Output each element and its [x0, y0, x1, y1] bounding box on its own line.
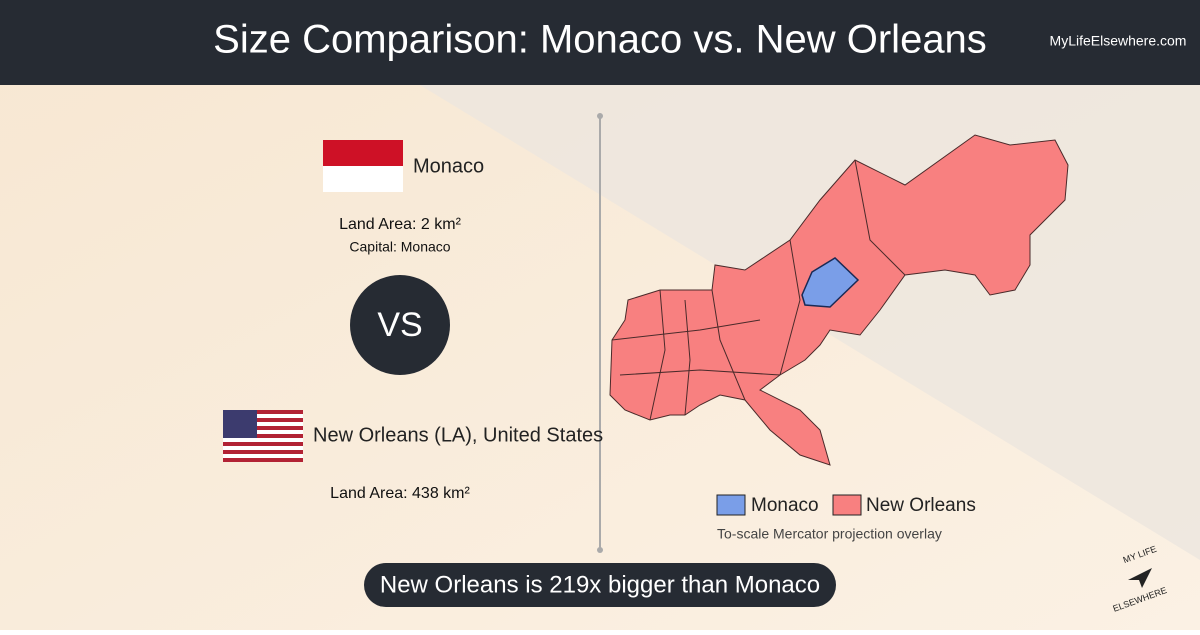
map-note: To-scale Mercator projection overlay	[717, 526, 942, 542]
land-area: Land Area: 438 km²	[330, 485, 470, 502]
us-flag	[223, 410, 303, 462]
statement: New Orleans is 219x bigger than Monaco	[380, 571, 820, 598]
statement-pill	[364, 563, 836, 607]
vs-text: VS	[377, 306, 422, 344]
title: Size Comparison: Monaco vs. New Orleans	[213, 18, 987, 62]
site-name: MyLifeElsewhere.com	[1050, 33, 1187, 49]
legend-label: New Orleans	[866, 495, 976, 516]
city-name: New Orleans (LA), United States	[313, 424, 603, 446]
monaco-shape	[801, 257, 860, 308]
legend-swatch	[716, 494, 746, 516]
legend-swatch	[832, 494, 862, 516]
monaco-flag	[323, 140, 403, 192]
new-orleans-shape	[609, 134, 1069, 466]
country-name: Monaco	[413, 155, 484, 177]
header-bar	[0, 0, 1200, 85]
land-area: Land Area: 2 km²	[339, 216, 462, 233]
capital: Capital: Monaco	[349, 239, 450, 255]
divider-dot	[597, 113, 603, 119]
divider-dot	[597, 547, 603, 553]
vs-badge	[350, 275, 450, 375]
legend-label: Monaco	[751, 495, 819, 516]
